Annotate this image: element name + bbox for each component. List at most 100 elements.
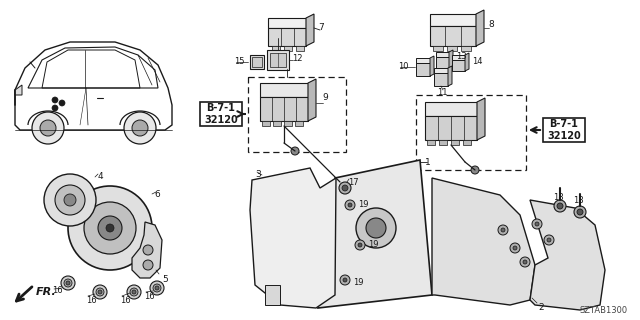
Polygon shape: [318, 160, 432, 308]
Polygon shape: [448, 66, 452, 86]
Circle shape: [52, 105, 58, 111]
Polygon shape: [15, 85, 22, 95]
Circle shape: [68, 186, 152, 270]
Circle shape: [153, 284, 161, 292]
Text: 18: 18: [573, 196, 584, 205]
Bar: [439, 140, 447, 145]
Bar: [427, 140, 435, 145]
Circle shape: [348, 203, 352, 207]
Text: 16: 16: [52, 286, 63, 295]
Text: 2: 2: [538, 303, 543, 312]
Polygon shape: [268, 18, 306, 28]
Circle shape: [55, 185, 85, 215]
Circle shape: [343, 278, 347, 282]
Text: 16: 16: [144, 292, 155, 301]
Bar: [461, 46, 471, 51]
Circle shape: [61, 276, 75, 290]
Circle shape: [574, 206, 586, 218]
Polygon shape: [250, 168, 336, 308]
Text: 12: 12: [292, 54, 303, 63]
Polygon shape: [432, 178, 535, 305]
Bar: [543, 118, 585, 142]
Circle shape: [498, 225, 508, 235]
Polygon shape: [436, 52, 449, 57]
Text: FR.: FR.: [36, 287, 57, 297]
Polygon shape: [425, 116, 477, 140]
Circle shape: [520, 257, 530, 267]
Text: 9: 9: [322, 93, 328, 102]
Circle shape: [557, 203, 563, 209]
Circle shape: [44, 174, 96, 226]
Circle shape: [356, 208, 396, 248]
Bar: [200, 102, 242, 126]
Circle shape: [471, 166, 479, 174]
Circle shape: [127, 285, 141, 299]
Circle shape: [132, 290, 136, 294]
Circle shape: [345, 200, 355, 210]
Circle shape: [501, 228, 505, 232]
Polygon shape: [465, 53, 469, 71]
Bar: [250, 55, 264, 69]
Polygon shape: [452, 55, 465, 60]
Circle shape: [155, 286, 159, 290]
Bar: [416, 95, 526, 170]
Circle shape: [532, 219, 542, 229]
Circle shape: [132, 120, 148, 136]
Text: 15: 15: [234, 57, 244, 66]
Circle shape: [59, 100, 65, 106]
Bar: [262, 121, 270, 126]
Circle shape: [339, 182, 351, 194]
Text: B-7-1
32120: B-7-1 32120: [204, 103, 238, 125]
Circle shape: [52, 97, 58, 103]
Circle shape: [40, 120, 56, 136]
Circle shape: [98, 216, 122, 240]
Polygon shape: [308, 79, 316, 121]
Text: 13: 13: [456, 52, 467, 61]
Text: 19: 19: [358, 200, 369, 209]
Circle shape: [291, 147, 299, 155]
Text: 17: 17: [348, 178, 358, 187]
Circle shape: [547, 238, 551, 242]
Text: 5: 5: [162, 275, 168, 284]
Bar: [296, 46, 304, 51]
Bar: [284, 46, 292, 51]
Circle shape: [358, 243, 362, 247]
Bar: [273, 121, 281, 126]
Polygon shape: [477, 98, 485, 140]
Polygon shape: [265, 285, 280, 305]
Polygon shape: [416, 63, 430, 76]
Circle shape: [66, 281, 70, 285]
Text: SZTAB1300: SZTAB1300: [580, 306, 628, 315]
Text: 6: 6: [154, 190, 160, 199]
Bar: [447, 46, 457, 51]
Bar: [252, 57, 262, 67]
Polygon shape: [530, 200, 605, 310]
Circle shape: [93, 285, 107, 299]
Circle shape: [577, 209, 583, 215]
Bar: [451, 140, 459, 145]
Text: 4: 4: [98, 172, 104, 181]
Circle shape: [143, 245, 153, 255]
Circle shape: [510, 243, 520, 253]
Polygon shape: [476, 10, 484, 46]
Circle shape: [513, 246, 517, 250]
Text: B-7-1
32120: B-7-1 32120: [547, 119, 581, 141]
Polygon shape: [452, 60, 465, 71]
Circle shape: [32, 112, 64, 144]
Bar: [270, 53, 286, 67]
Circle shape: [535, 222, 539, 226]
Circle shape: [554, 200, 566, 212]
Text: 19: 19: [353, 278, 364, 287]
Bar: [463, 140, 471, 145]
Text: 11: 11: [437, 88, 447, 97]
Bar: [267, 50, 289, 70]
Text: 3: 3: [255, 170, 260, 179]
Text: 18: 18: [553, 193, 564, 202]
Bar: [295, 121, 303, 126]
Text: 8: 8: [488, 20, 493, 29]
Text: 19: 19: [368, 240, 378, 249]
Polygon shape: [260, 97, 308, 121]
Circle shape: [366, 218, 386, 238]
Circle shape: [64, 279, 72, 287]
Circle shape: [340, 275, 350, 285]
